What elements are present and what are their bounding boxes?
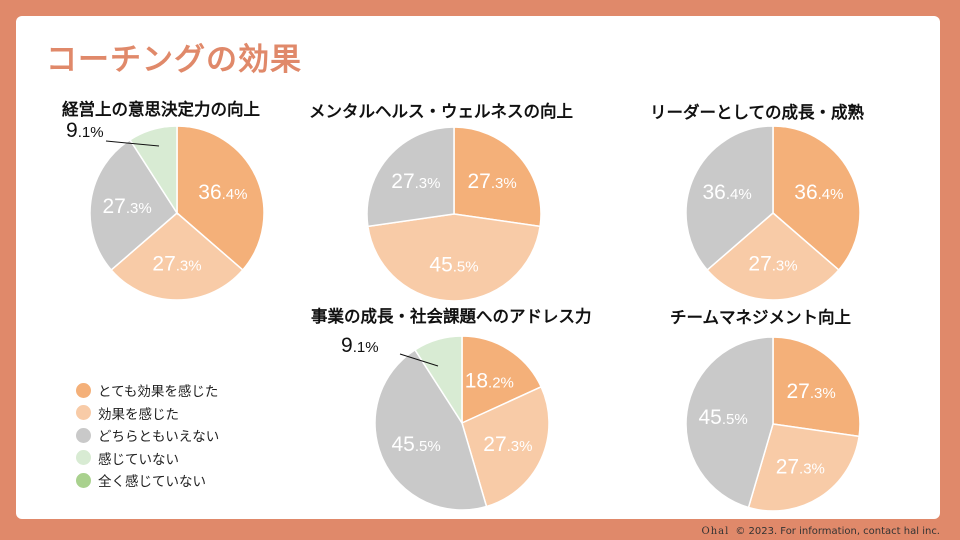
legend-item-neutral: どちらともいえない: [76, 424, 219, 447]
pie-label-integer: 45: [429, 254, 452, 277]
legend-item-not-effective: 感じていない: [76, 447, 219, 470]
footer-copyright: © 2023. For information, contact hal inc…: [735, 526, 940, 537]
pie2-label-effective: 45.5%: [429, 254, 478, 277]
pie1-slice-very-effective: [176, 125, 265, 272]
pie-label-decimal: .3%: [810, 385, 836, 402]
pie-label-decimal: .1%: [78, 124, 104, 141]
pie4-label-neutral: 45.5%: [391, 433, 440, 456]
pie5-slice-effective: [747, 423, 860, 512]
pie3-slice-effective: [706, 212, 840, 301]
pie-label-decimal: .4%: [818, 186, 844, 203]
pie-label-decimal: .4%: [726, 186, 752, 203]
pie5-label-effective: 27.3%: [776, 455, 825, 478]
pie-label-integer: 36: [702, 181, 725, 204]
pie5-label-very-effective: 27.3%: [786, 380, 835, 403]
pie-label-integer: 36: [198, 181, 221, 204]
pie3-label-very-effective: 36.4%: [794, 181, 843, 204]
pie2-slice-very-effective: [453, 126, 542, 228]
pie-label-decimal: .1%: [353, 339, 379, 356]
legend-label: 効果を感じた: [98, 406, 179, 423]
pie1-label-not-effective: 9.1%: [66, 119, 104, 142]
legend-label: 感じていない: [98, 451, 179, 468]
pie4-slice-very-effective: [461, 335, 543, 425]
legend-label: 全く感じていない: [98, 474, 206, 491]
legend-swatch: [76, 427, 91, 443]
pie1-leader-line: [105, 140, 160, 147]
pie1-slice-neutral: [89, 138, 178, 272]
pie-label-decimal: .5%: [453, 259, 479, 276]
pie5-slice-neutral: [685, 336, 774, 509]
legend-swatch: [76, 382, 91, 398]
pie3-slice-very-effective: [772, 125, 861, 272]
pie4-label-very-effective: 18.2%: [465, 370, 514, 393]
pie2-slice-effective: [367, 213, 541, 302]
pie4-slice-not-effective: [413, 335, 463, 426]
pie-label-decimal: .2%: [488, 375, 514, 392]
pie-label-decimal: .3%: [772, 258, 798, 275]
legend-swatch: [76, 405, 91, 421]
pie-label-integer: 27: [102, 195, 125, 218]
legend-swatch: [76, 472, 91, 488]
pie-label-decimal: .3%: [176, 258, 202, 275]
pie1-label-neutral: 27.3%: [102, 195, 151, 218]
pie-label-decimal: .3%: [491, 175, 517, 192]
pie2-slice-neutral: [366, 126, 455, 228]
pie-label-integer: 27: [776, 455, 799, 478]
pie-label-integer: 27: [483, 433, 506, 456]
pie-label-decimal: .3%: [126, 200, 152, 217]
pie-label-integer: 18: [465, 370, 488, 393]
legend-item-effective: 効果を感じた: [76, 402, 219, 425]
pie4-slice-effective: [461, 385, 550, 508]
pie3-label-effective: 27.3%: [748, 253, 797, 276]
pie2-label-very-effective: 27.3%: [467, 170, 516, 193]
chart-title-business-growth: 事業の成長・社会課題へのアドレス力: [311, 307, 592, 326]
footer-logo: Ohal: [701, 526, 730, 537]
pie-label-decimal: .3%: [799, 460, 825, 477]
pie1-slice-not-effective: [128, 125, 178, 216]
pie-label-integer: 27: [786, 380, 809, 403]
pie1-slice-effective: [110, 212, 244, 301]
legend-swatch: [76, 450, 91, 466]
pie-label-integer: 9: [341, 334, 353, 357]
legend-label: どちらともいえない: [98, 429, 220, 446]
pie3-slice-neutral: [685, 125, 774, 272]
pie4-label-effective: 27.3%: [483, 433, 532, 456]
pie4-leader-line: [399, 353, 439, 367]
pie-label-integer: 27: [391, 170, 414, 193]
pie-label-integer: 9: [66, 119, 78, 142]
pie4-label-not-effective: 9.1%: [341, 334, 379, 357]
chart-title-leadership: リーダーとしての成長・成熟: [650, 103, 865, 122]
legend: とても効果を感じた 効果を感じた どちらともいえない 感じていない 全く感じてい…: [76, 379, 219, 492]
pie5-label-neutral: 45.5%: [698, 406, 747, 429]
legend-item-very-effective: とても効果を感じた: [76, 379, 219, 402]
pie-label-integer: 36: [794, 181, 817, 204]
chart-title-team-management: チームマネジメント向上: [670, 308, 852, 327]
chart-title-decision: 経営上の意思決定力の向上: [62, 100, 260, 119]
page-title: コーチングの効果: [46, 42, 302, 78]
pie-label-decimal: .5%: [722, 411, 748, 428]
pie3-label-neutral: 36.4%: [702, 181, 751, 204]
legend-item-not-at-all: 全く感じていない: [76, 469, 219, 492]
footer: Ohal © 2023. For information, contact ha…: [702, 526, 941, 537]
pie-label-integer: 45: [391, 433, 414, 456]
pie-label-decimal: .3%: [507, 438, 533, 455]
pie2-label-neutral: 27.3%: [391, 170, 440, 193]
pie-label-integer: 27: [152, 253, 175, 276]
pie1-label-effective: 27.3%: [152, 253, 201, 276]
pie-label-integer: 45: [698, 406, 721, 429]
pie-label-integer: 27: [467, 170, 490, 193]
pie-label-integer: 27: [748, 253, 771, 276]
chart-title-mental-health: メンタルヘルス・ウェルネスの向上: [309, 102, 573, 121]
legend-label: とても効果を感じた: [98, 384, 219, 401]
pie4-slice-neutral: [374, 348, 488, 511]
pie-label-decimal: .3%: [415, 175, 441, 192]
pie-label-decimal: .5%: [415, 438, 441, 455]
pie-label-decimal: .4%: [222, 186, 248, 203]
pie5-slice-very-effective: [772, 336, 861, 438]
pie1-label-very-effective: 36.4%: [198, 181, 247, 204]
